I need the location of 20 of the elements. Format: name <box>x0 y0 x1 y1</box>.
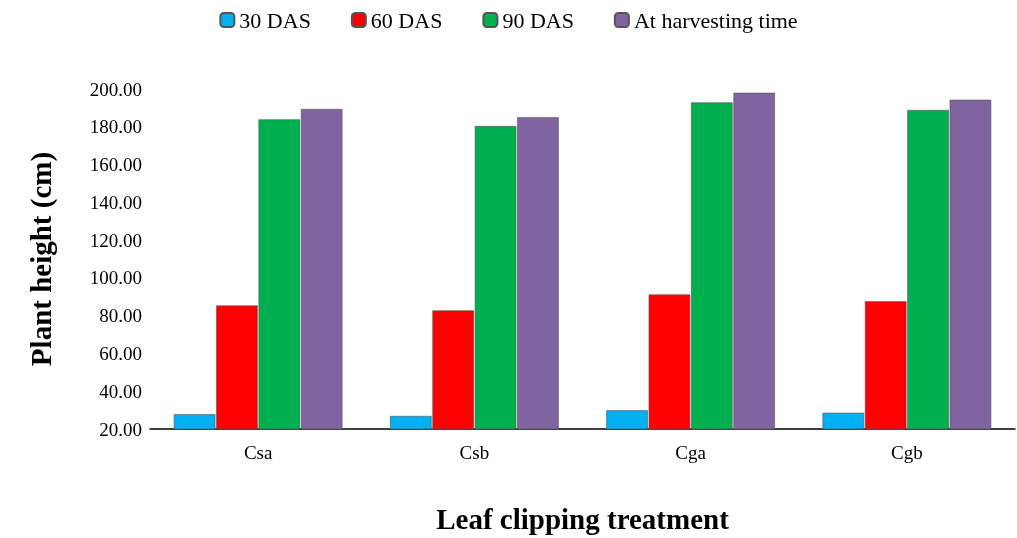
y-tick-label: 140.00 <box>89 191 142 213</box>
y-tick-label: 40.00 <box>99 380 142 402</box>
legend-label: 90 DAS <box>502 7 574 33</box>
y-tick-label: 200.00 <box>89 78 142 100</box>
y-tick-label: 100.00 <box>89 267 142 289</box>
legend-label: 30 DAS <box>239 7 311 33</box>
y-tick-label: 60.00 <box>99 342 142 364</box>
x-tick-label: Cga <box>675 442 707 463</box>
y-tick-label: 20.00 <box>99 418 142 440</box>
x-tick-label: Csb <box>459 442 490 463</box>
x-axis-title: Leaf clipping treatment <box>436 502 730 535</box>
y-tick-label: 80.00 <box>99 305 142 327</box>
legend-label: 60 DAS <box>370 7 443 33</box>
y-tick-label: 160.00 <box>89 154 142 176</box>
x-tick-label: Cgb <box>891 442 923 463</box>
y-tick-label: 120.00 <box>89 229 142 251</box>
x-tick-label: Csa <box>243 442 273 463</box>
y-axis-title: Plant height (cm) <box>24 151 58 367</box>
legend-label: At harvesting time <box>633 7 798 33</box>
y-tick-label: 180.00 <box>89 116 142 138</box>
